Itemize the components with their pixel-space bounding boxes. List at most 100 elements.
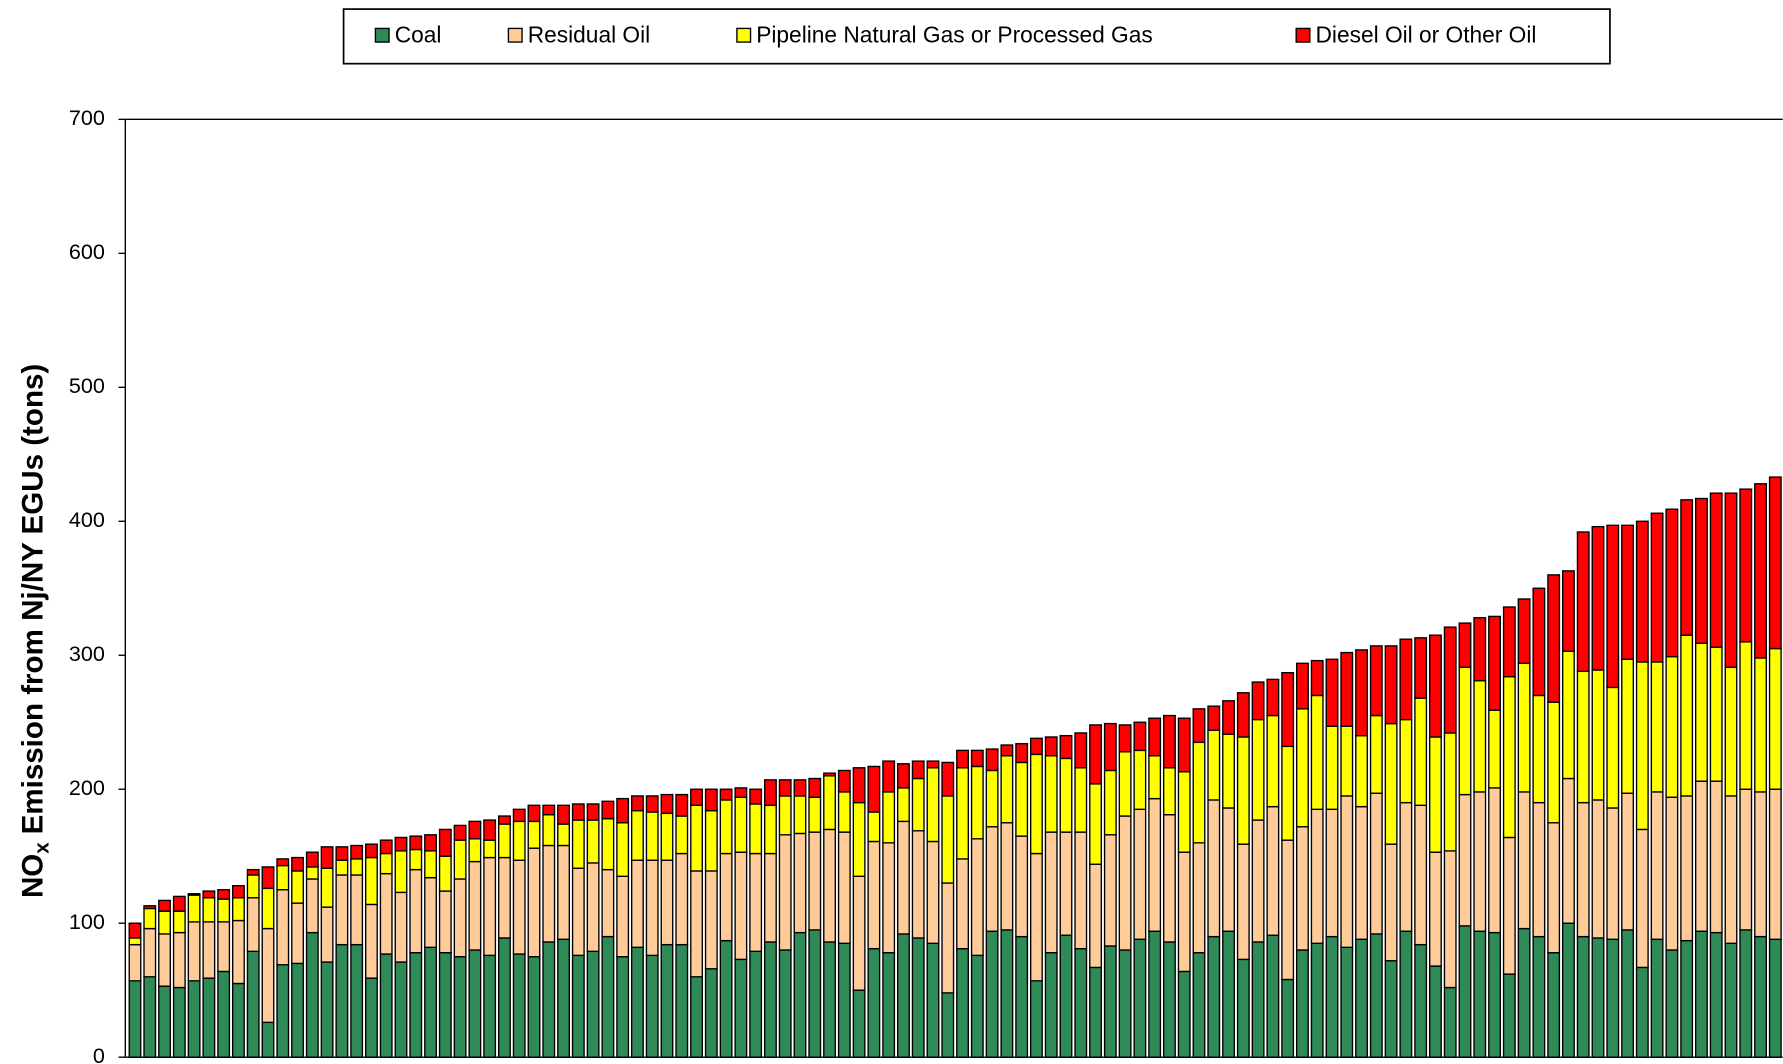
bar-segment bbox=[1399, 930, 1413, 1058]
bar-segment bbox=[246, 950, 260, 1058]
bar-segment bbox=[187, 980, 201, 1058]
bar-segment bbox=[143, 907, 157, 930]
bar-segment bbox=[1591, 525, 1605, 671]
bar-segment bbox=[778, 795, 792, 836]
bar-segment bbox=[557, 804, 570, 825]
bar-segment bbox=[438, 828, 452, 857]
bar-segment bbox=[557, 938, 570, 1058]
y-tick-label: 500 bbox=[69, 373, 105, 398]
bar-segment bbox=[645, 811, 659, 861]
bar-segment bbox=[291, 962, 304, 1058]
bar-segment bbox=[483, 839, 497, 859]
bar-segment bbox=[1694, 642, 1708, 782]
bar-segment bbox=[571, 954, 585, 1058]
bar-segment bbox=[1739, 488, 1753, 643]
bar-segment bbox=[217, 921, 231, 973]
bar-segment bbox=[1458, 666, 1472, 796]
bar-segment bbox=[217, 970, 231, 1058]
bar-segment bbox=[512, 953, 526, 1058]
bar-segment bbox=[586, 862, 600, 953]
bar-segment bbox=[1000, 744, 1014, 757]
bar-segment bbox=[276, 964, 290, 1058]
bar-segment bbox=[763, 941, 777, 1058]
y-tick-label: 300 bbox=[69, 641, 105, 666]
bar-segment bbox=[453, 956, 467, 1058]
bar-segment bbox=[409, 848, 423, 871]
bar-segment bbox=[483, 819, 497, 841]
legend-label: Diesel Oil or Other Oil bbox=[1316, 21, 1537, 47]
bar-segment bbox=[1295, 708, 1309, 828]
bar-segment bbox=[1443, 850, 1457, 989]
bar-segment bbox=[1310, 694, 1324, 811]
bar-segment bbox=[246, 897, 260, 953]
bar-segment bbox=[231, 897, 245, 922]
bar-segment bbox=[128, 943, 142, 982]
bar-segment bbox=[1192, 842, 1206, 954]
bar-segment bbox=[1665, 508, 1679, 658]
bar-segment bbox=[1236, 736, 1250, 845]
bar-segment bbox=[882, 760, 896, 793]
bar-segment bbox=[1428, 736, 1442, 853]
bar-segment bbox=[1029, 852, 1043, 982]
bar-segment bbox=[1251, 941, 1265, 1058]
bar-segment bbox=[1384, 843, 1398, 962]
bar-segment bbox=[690, 804, 703, 872]
bar-segment bbox=[911, 830, 925, 939]
bar-segment bbox=[364, 903, 378, 979]
bar-segment bbox=[424, 876, 437, 949]
bar-segment bbox=[1236, 692, 1250, 738]
bar-segment bbox=[364, 843, 378, 859]
bar-segment bbox=[778, 834, 792, 951]
bar-segment bbox=[542, 941, 556, 1058]
bar-segment bbox=[335, 874, 349, 946]
bar-segment bbox=[202, 890, 216, 899]
bar-segment bbox=[261, 887, 275, 930]
bar-segment bbox=[896, 787, 910, 823]
bar-segment bbox=[704, 870, 718, 970]
bar-segment bbox=[882, 842, 896, 954]
bar-segment bbox=[483, 954, 497, 1058]
bar-segment bbox=[867, 765, 881, 813]
bar-segment bbox=[409, 951, 423, 1058]
bar-segment bbox=[364, 977, 378, 1058]
bar-segment bbox=[172, 931, 186, 989]
bar-segment bbox=[1118, 724, 1132, 753]
bar-segment bbox=[1635, 966, 1649, 1058]
bar-segment bbox=[202, 897, 216, 923]
bar-segment bbox=[1162, 941, 1176, 1058]
bar-segment bbox=[1621, 658, 1634, 794]
bar-segment bbox=[261, 927, 275, 1024]
bar-segment bbox=[896, 933, 910, 1058]
bar-segment bbox=[808, 929, 822, 1058]
bar-segment bbox=[1414, 804, 1428, 946]
bar-segment bbox=[1162, 814, 1176, 943]
bar-segment bbox=[1192, 741, 1206, 844]
bar-segment bbox=[1473, 617, 1487, 682]
bar-segment bbox=[1177, 851, 1191, 973]
bar-segment bbox=[630, 859, 644, 949]
bar-segment bbox=[1488, 615, 1501, 711]
bar-segment bbox=[350, 858, 364, 876]
bar-segment bbox=[438, 855, 452, 892]
bar-segment bbox=[350, 943, 364, 1058]
bar-segment bbox=[1635, 828, 1649, 969]
bar-segment bbox=[1547, 951, 1561, 1058]
bar-segment bbox=[1502, 606, 1516, 678]
bar-segment bbox=[926, 760, 940, 769]
bar-segment bbox=[734, 958, 748, 1058]
bar-segment bbox=[1680, 634, 1694, 797]
bar-segment bbox=[571, 819, 585, 869]
bar-segment bbox=[1724, 666, 1738, 797]
bar-segment bbox=[704, 968, 718, 1058]
bar-segment bbox=[837, 791, 851, 833]
bar-segment bbox=[1015, 935, 1029, 1058]
bar-segment bbox=[1103, 834, 1117, 947]
bar-segment bbox=[675, 943, 689, 1058]
bar-segment bbox=[985, 930, 999, 1058]
bar-segment bbox=[1635, 520, 1649, 663]
bar-segment bbox=[793, 931, 807, 1058]
bar-segment bbox=[1754, 935, 1767, 1058]
bar-segment bbox=[823, 772, 836, 777]
bar-segment bbox=[497, 815, 511, 825]
bar-segment bbox=[158, 910, 171, 935]
